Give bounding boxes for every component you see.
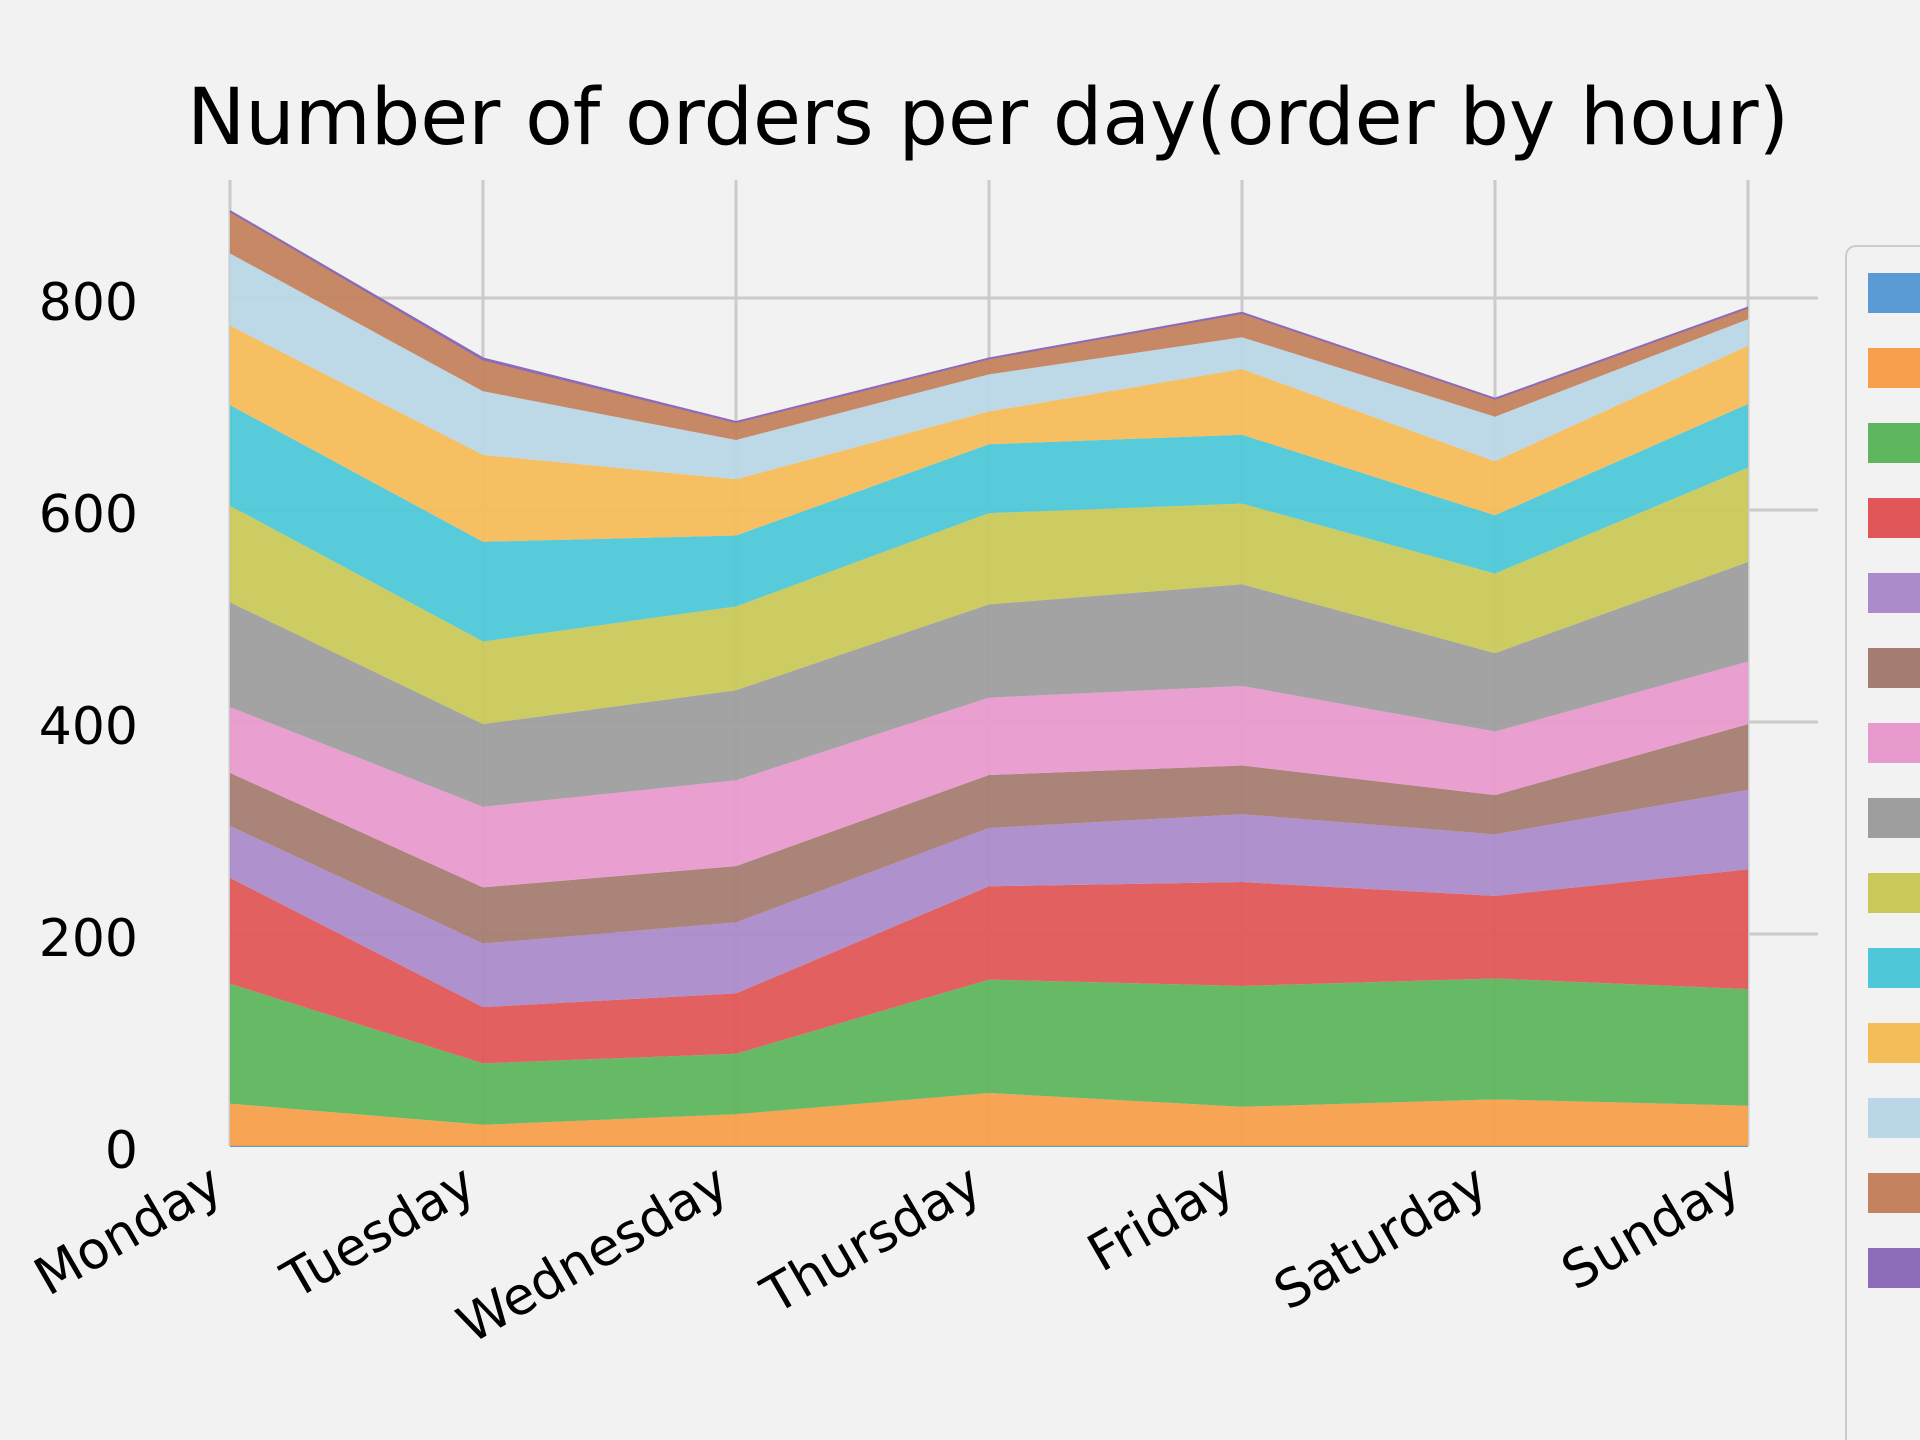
legend xyxy=(1845,245,1920,1440)
x-tick-label: Sunday xyxy=(1552,1153,1751,1302)
legend-swatch xyxy=(1868,348,1920,388)
legend-box xyxy=(1845,245,1920,1440)
x-tick-label: Friday xyxy=(1078,1153,1244,1284)
area-series-2 xyxy=(230,1093,1748,1146)
legend-swatch xyxy=(1868,948,1920,988)
legend-swatch xyxy=(1868,273,1920,313)
x-tick-label: Wednesday xyxy=(448,1153,739,1355)
area-series xyxy=(229,210,1749,1147)
legend-swatch xyxy=(1868,723,1920,763)
y-tick-label: 400 xyxy=(39,697,138,757)
legend-swatch xyxy=(1868,1248,1920,1288)
area-series-14 xyxy=(229,210,1749,424)
legend-swatch xyxy=(1868,573,1920,613)
legend-swatch xyxy=(1868,498,1920,538)
area-series-11 xyxy=(230,325,1748,542)
area-series-10 xyxy=(230,404,1748,642)
area-series-7 xyxy=(230,661,1748,888)
legend-swatch xyxy=(1868,873,1920,913)
legend-swatch xyxy=(1868,648,1920,688)
chart-title: Number of orders per day(order by hour) xyxy=(187,73,1789,163)
legend-items xyxy=(1868,273,1920,1288)
legend-swatch xyxy=(1868,1023,1920,1063)
legend-swatch xyxy=(1868,1173,1920,1213)
area-series-9 xyxy=(230,467,1748,725)
x-tick-label: Thursday xyxy=(751,1153,991,1326)
area-series-12 xyxy=(230,253,1748,480)
x-tick-label: Saturday xyxy=(1265,1153,1498,1322)
y-tick-label: 600 xyxy=(39,485,138,545)
y-tick-label: 0 xyxy=(105,1121,138,1181)
area-series-6 xyxy=(230,724,1748,944)
y-tick-label: 800 xyxy=(39,273,138,333)
x-tick-label: Tuesday xyxy=(271,1153,485,1311)
area-series-4 xyxy=(230,869,1748,1064)
area-series-5 xyxy=(230,789,1748,1008)
legend-swatch xyxy=(1868,1098,1920,1138)
legend-swatch xyxy=(1868,423,1920,463)
y-axis-tick-labels: 0 200 400 600 800 xyxy=(39,273,138,1181)
y-tick-label: 200 xyxy=(39,909,138,969)
area-series-8 xyxy=(230,561,1748,807)
area-series-3 xyxy=(230,978,1748,1125)
legend-swatch xyxy=(1868,798,1920,838)
